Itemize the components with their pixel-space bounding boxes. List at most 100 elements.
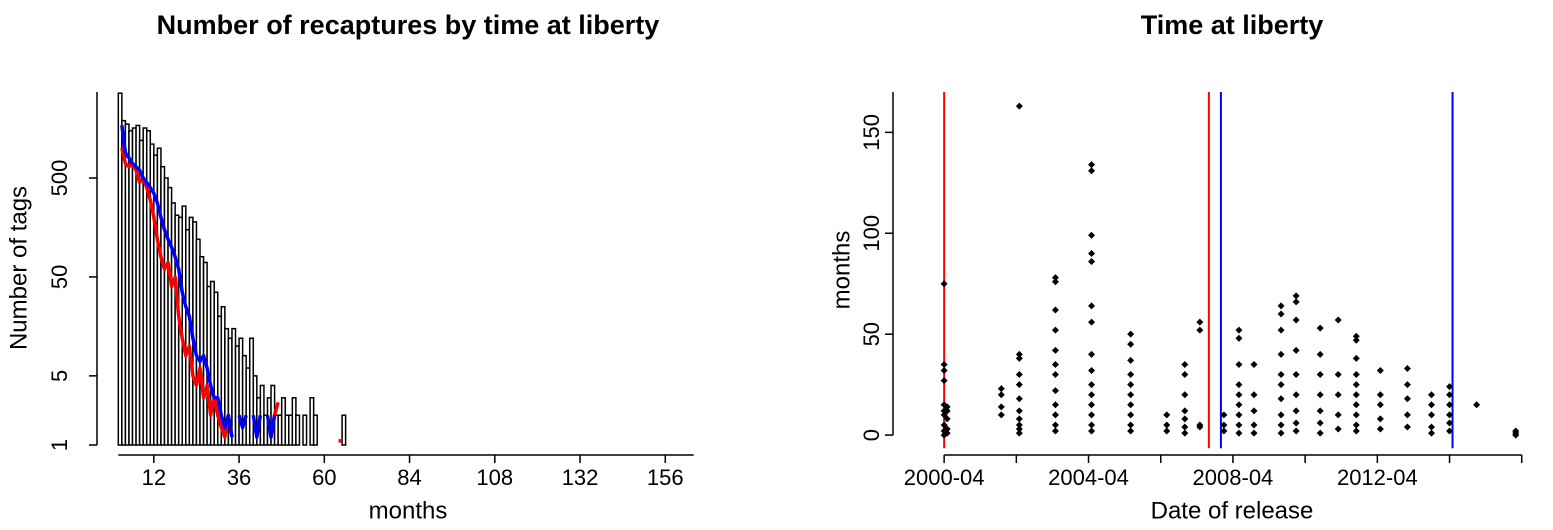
point bbox=[997, 391, 1005, 399]
point bbox=[1316, 407, 1324, 415]
x-tick-label: 36 bbox=[227, 465, 251, 490]
point bbox=[1051, 411, 1059, 419]
point bbox=[1512, 431, 1520, 439]
point bbox=[1352, 391, 1360, 399]
point bbox=[943, 403, 951, 411]
point bbox=[1051, 427, 1059, 435]
y-tick-label: 1 bbox=[47, 439, 72, 451]
point bbox=[1292, 391, 1300, 399]
point bbox=[940, 377, 948, 385]
y-tick-label: 500 bbox=[47, 160, 72, 197]
point bbox=[943, 407, 951, 415]
point bbox=[1427, 391, 1435, 399]
point bbox=[1127, 421, 1135, 429]
point bbox=[1403, 381, 1411, 389]
point bbox=[1181, 371, 1189, 379]
point bbox=[1427, 411, 1435, 419]
point bbox=[1446, 383, 1454, 391]
point bbox=[1235, 411, 1243, 419]
point bbox=[1446, 419, 1454, 427]
point bbox=[1088, 318, 1096, 326]
point bbox=[943, 415, 951, 423]
point bbox=[1376, 401, 1384, 409]
point bbox=[1051, 421, 1059, 429]
point bbox=[1127, 427, 1135, 435]
point bbox=[1088, 258, 1096, 266]
point bbox=[1163, 421, 1171, 429]
line bbox=[120, 125, 277, 439]
point bbox=[1181, 391, 1189, 399]
x-tick-label: 2000-04 bbox=[904, 465, 985, 490]
point bbox=[1127, 391, 1135, 399]
point bbox=[1088, 401, 1096, 409]
y-axis-label: months bbox=[828, 231, 855, 310]
point bbox=[1352, 354, 1360, 362]
point bbox=[1277, 429, 1285, 437]
point bbox=[1446, 401, 1454, 409]
point bbox=[1051, 278, 1059, 286]
point bbox=[1235, 334, 1243, 342]
point bbox=[1250, 360, 1258, 368]
point bbox=[1334, 371, 1342, 379]
x-axis-label: Date of release bbox=[1151, 497, 1314, 524]
y-tick-label: 100 bbox=[859, 215, 884, 252]
x-tick-label: 2008-04 bbox=[1193, 465, 1274, 490]
point bbox=[1235, 326, 1243, 334]
x-tick-label: 108 bbox=[476, 465, 513, 490]
point bbox=[1088, 411, 1096, 419]
point bbox=[1292, 419, 1300, 427]
point bbox=[1220, 421, 1228, 429]
point bbox=[1127, 411, 1135, 419]
point bbox=[1292, 427, 1300, 435]
point bbox=[1181, 407, 1189, 415]
point bbox=[1277, 302, 1285, 310]
point bbox=[1088, 427, 1096, 435]
point bbox=[1196, 423, 1204, 431]
point bbox=[1352, 411, 1360, 419]
point bbox=[1316, 371, 1324, 379]
point bbox=[1088, 231, 1096, 239]
point bbox=[1088, 381, 1096, 389]
point bbox=[1292, 298, 1300, 306]
y-tick-label: 0 bbox=[859, 429, 884, 441]
point bbox=[1277, 350, 1285, 358]
point bbox=[1446, 427, 1454, 435]
point bbox=[1376, 367, 1384, 375]
point bbox=[1250, 421, 1258, 429]
point bbox=[1277, 381, 1285, 389]
point bbox=[943, 425, 951, 433]
x-tick-label: 84 bbox=[397, 465, 421, 490]
point bbox=[1316, 350, 1324, 358]
point bbox=[1250, 391, 1258, 399]
point bbox=[1235, 381, 1243, 389]
point bbox=[1015, 350, 1023, 358]
point bbox=[1220, 427, 1228, 435]
y-tick-label: 5 bbox=[47, 370, 72, 382]
point bbox=[1427, 423, 1435, 431]
point bbox=[1292, 346, 1300, 354]
point bbox=[1235, 360, 1243, 368]
point bbox=[1015, 381, 1023, 389]
point bbox=[1352, 427, 1360, 435]
point bbox=[1376, 391, 1384, 399]
point bbox=[1196, 318, 1204, 326]
point bbox=[1088, 161, 1096, 169]
point bbox=[1051, 306, 1059, 314]
x-tick-label: 60 bbox=[312, 465, 336, 490]
point bbox=[1127, 401, 1135, 409]
y-tick-label: 50 bbox=[47, 265, 72, 289]
point bbox=[1051, 346, 1059, 354]
point bbox=[1015, 354, 1023, 362]
point bbox=[1334, 411, 1342, 419]
point bbox=[1015, 102, 1023, 110]
point bbox=[1250, 429, 1258, 437]
x-tick-label: 2004-04 bbox=[1048, 465, 1129, 490]
point bbox=[940, 360, 948, 368]
point bbox=[940, 411, 948, 419]
point bbox=[1352, 336, 1360, 344]
point bbox=[1250, 407, 1258, 415]
x-tick-label: 2012-04 bbox=[1337, 465, 1418, 490]
point bbox=[1235, 391, 1243, 399]
point bbox=[1292, 371, 1300, 379]
point bbox=[1015, 415, 1023, 423]
